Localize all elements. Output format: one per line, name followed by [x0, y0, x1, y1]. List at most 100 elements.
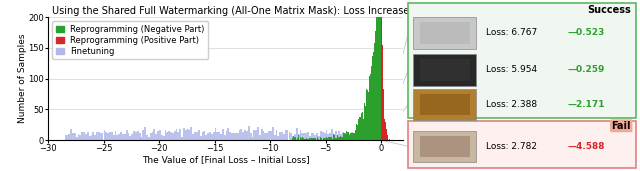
Bar	[301, 138, 302, 140]
Bar	[354, 133, 355, 140]
Bar	[349, 135, 351, 140]
Text: —0.259: —0.259	[568, 65, 605, 74]
Bar	[268, 131, 270, 140]
Bar	[139, 133, 141, 140]
Bar	[277, 136, 279, 140]
Bar	[294, 137, 295, 140]
Text: Fail: Fail	[611, 121, 631, 131]
FancyBboxPatch shape	[420, 59, 470, 81]
Bar	[310, 138, 312, 140]
Bar	[366, 133, 368, 140]
Bar	[241, 129, 243, 140]
Bar	[320, 131, 322, 140]
Bar	[359, 135, 361, 140]
Bar	[342, 133, 344, 140]
Bar	[70, 129, 72, 140]
Bar	[81, 132, 83, 140]
Bar	[369, 76, 370, 140]
Bar	[371, 66, 372, 140]
Bar	[378, 0, 379, 140]
Bar	[135, 132, 137, 140]
Bar	[107, 133, 109, 140]
Bar	[318, 136, 320, 140]
Bar	[77, 134, 79, 140]
Bar	[266, 133, 268, 140]
Bar	[204, 131, 205, 140]
Bar	[142, 130, 144, 140]
Bar	[252, 136, 253, 140]
Bar	[131, 134, 133, 140]
Bar	[118, 134, 120, 140]
Bar	[379, 0, 380, 140]
Bar	[355, 130, 356, 140]
Bar	[116, 135, 118, 140]
Bar	[207, 133, 209, 140]
Bar	[79, 135, 81, 140]
Bar	[376, 4, 377, 140]
Bar	[326, 138, 328, 140]
Bar	[358, 119, 359, 140]
Bar	[332, 139, 333, 140]
Bar	[329, 133, 331, 140]
Bar	[111, 132, 113, 140]
Bar	[113, 135, 115, 140]
Bar	[146, 135, 148, 140]
Bar	[298, 135, 300, 140]
Bar	[330, 136, 332, 140]
Bar	[337, 135, 339, 140]
Bar	[259, 135, 260, 140]
Bar	[335, 138, 337, 140]
Bar	[185, 130, 187, 140]
Bar	[168, 131, 170, 140]
Bar	[281, 132, 283, 140]
Legend: Reprogramming (Negative Part), Reprogramming (Positive Part), Finetuning: Reprogramming (Negative Part), Reprogram…	[52, 21, 208, 59]
Bar	[305, 133, 307, 140]
Bar	[305, 139, 307, 140]
FancyBboxPatch shape	[413, 54, 476, 86]
Bar	[244, 130, 246, 140]
Bar	[287, 130, 289, 140]
Bar	[355, 134, 357, 140]
Bar	[300, 130, 301, 140]
Bar	[122, 134, 124, 140]
Bar	[74, 133, 76, 140]
Bar	[283, 134, 285, 140]
Text: Loss: 2.782: Loss: 2.782	[486, 142, 536, 151]
Bar	[274, 135, 276, 140]
Bar	[87, 132, 89, 140]
Bar	[164, 130, 166, 140]
Bar	[331, 129, 333, 140]
Bar	[348, 132, 349, 140]
Bar	[333, 135, 335, 140]
Bar	[205, 135, 207, 140]
Bar	[295, 137, 296, 140]
Bar	[94, 135, 96, 140]
Bar	[106, 132, 107, 140]
Bar	[179, 129, 181, 140]
Bar	[65, 135, 67, 140]
Text: —4.588: —4.588	[568, 142, 605, 151]
Bar	[194, 132, 196, 140]
Bar	[172, 133, 174, 140]
Text: Loss: 5.954: Loss: 5.954	[486, 65, 537, 74]
Bar	[307, 132, 309, 140]
Bar	[314, 135, 316, 140]
Bar	[120, 132, 122, 140]
Bar	[218, 132, 220, 140]
Bar	[166, 132, 168, 140]
Bar	[181, 137, 183, 140]
FancyBboxPatch shape	[420, 136, 470, 157]
Bar	[127, 133, 129, 140]
Bar	[352, 133, 353, 140]
Bar	[264, 133, 266, 140]
Bar	[216, 132, 218, 140]
Bar	[340, 134, 342, 140]
Bar	[317, 137, 319, 140]
Bar	[310, 133, 312, 140]
Bar	[133, 131, 135, 140]
FancyBboxPatch shape	[408, 121, 636, 168]
Bar	[170, 132, 172, 140]
FancyBboxPatch shape	[413, 17, 476, 49]
Bar	[262, 131, 264, 140]
Bar	[229, 132, 231, 140]
